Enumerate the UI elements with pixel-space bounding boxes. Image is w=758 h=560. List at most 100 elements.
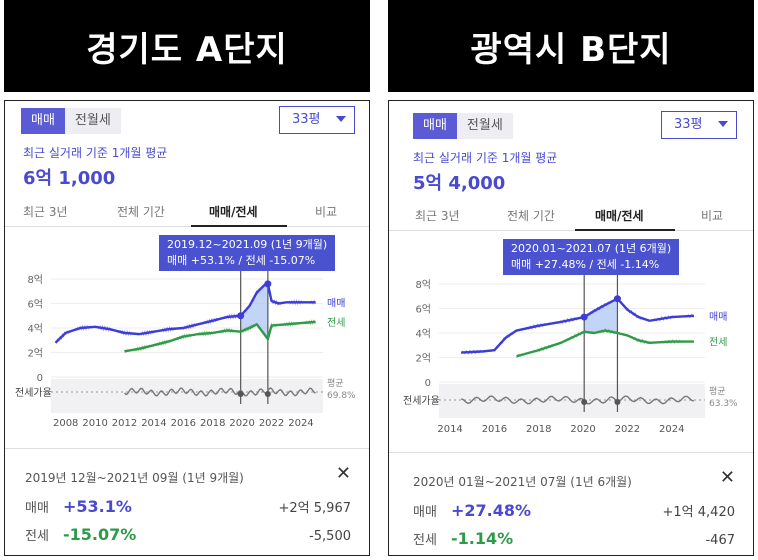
average-value: 69.8%	[327, 391, 356, 401]
sale-change-pct: +53.1%	[63, 497, 132, 516]
rent-change-pct: -1.14%	[451, 529, 514, 548]
legend-sale: 매매	[709, 311, 727, 323]
sale-change-amount: +1억 4,420	[662, 505, 735, 520]
sale-label: 매매	[25, 501, 49, 516]
rent-change-amount: -467	[705, 533, 735, 548]
ratio-point	[581, 399, 588, 405]
tab-all-period[interactable]: 전체 기간	[507, 209, 555, 223]
selection-fill	[240, 283, 268, 340]
price-subtitle: 최근 실거래 기준 1개월 평균	[23, 146, 168, 160]
legend-sale: 매매	[327, 297, 345, 309]
tab-compare[interactable]: 비교	[701, 209, 724, 223]
x-tick-label: 2024	[659, 424, 684, 435]
x-tick-label: 2016	[171, 418, 196, 429]
x-tick-label: 2022	[259, 418, 284, 429]
sale-label: 매매	[413, 505, 437, 520]
change-summary: 2020년 01월~2021년 07월 (1년 6개월) ✕ 매매 +27.48…	[389, 452, 753, 555]
period-tooltip: 2020.01~2021.07 (1년 6개월) 매매 +27.48% / 전세…	[503, 239, 680, 275]
series-sale-line-detail	[460, 297, 694, 355]
y-tick-label: 4억	[415, 328, 431, 340]
panel-left: 경기도 A단지 매매 전월세 33평 최근 실거래 기준 1개월 평균 6억 1…	[4, 0, 370, 556]
tab-sale-vs-jeonse[interactable]: 매매/전세	[595, 209, 644, 223]
chart-card: 매매 전월세 33평 최근 실거래 기준 1개월 평균 6억 1,000 최근 …	[4, 100, 370, 556]
period-tabs: 최근 3년 전체 기간 매매/전세 비교	[389, 203, 753, 231]
ratio-point	[614, 399, 621, 405]
y-tick-label: 4억	[27, 323, 43, 335]
rent-change-pct: -15.07%	[63, 525, 137, 544]
summary-rent-row: 전세 -15.07% -5,500	[25, 525, 351, 547]
panel-right: 광역시 B단지 매매 전월세 33평 최근 실거래 기준 1개월 평균 5억 4…	[388, 0, 754, 556]
average-label: 평균	[327, 378, 344, 389]
sale-point	[264, 280, 272, 288]
tab-underline	[191, 225, 287, 227]
summary-sale-row: 매매 +27.48% +1억 4,420	[413, 501, 735, 523]
sale-change-amount: +2억 5,967	[278, 501, 351, 516]
x-tick-label: 2018	[200, 418, 225, 429]
close-icon[interactable]: ✕	[335, 463, 351, 484]
tab-underline	[575, 229, 675, 231]
size-select-value: 33평	[674, 117, 703, 132]
series-rent-line	[124, 320, 316, 353]
sale-point	[613, 295, 621, 303]
ratio-line	[124, 387, 316, 397]
tooltip-period: 2019.12~2021.09 (1년 9개월)	[167, 238, 328, 251]
chart-card: 매매 전월세 33평 최근 실거래 기준 1개월 평균 5억 4,000 최근 …	[388, 100, 754, 556]
average-price: 6억 1,000	[23, 168, 116, 189]
ratio-label: 전세가율	[403, 395, 440, 407]
y-tick-label: 8억	[415, 279, 431, 291]
change-summary: 2019년 12월~2021년 09월 (1년 9개월) ✕ 매매 +53.1%…	[5, 448, 369, 555]
tab-recent-3y[interactable]: 최근 3년	[415, 209, 460, 223]
price-subtitle: 최근 실거래 기준 1개월 평균	[413, 151, 558, 165]
panel-title: 경기도 A단지	[4, 0, 370, 92]
sale-point	[580, 313, 588, 321]
x-tick-label: 2020	[229, 418, 254, 429]
average-price: 5억 4,000	[413, 173, 506, 194]
x-tick-label: 2018	[526, 424, 551, 435]
y-tick-label: 8억	[27, 274, 43, 286]
series-rent-line-detail	[516, 327, 695, 358]
x-tick-label: 2014	[437, 424, 462, 435]
y-tick-label: 2억	[27, 348, 43, 360]
caret-down-icon	[336, 116, 346, 122]
y-tick-label: 2억	[415, 353, 431, 365]
toggle-sale[interactable]: 매매	[413, 113, 457, 139]
ratio-point	[237, 391, 244, 397]
legend-rent: 전세	[709, 337, 727, 349]
x-tick-label: 2012	[112, 418, 137, 429]
toggle-sale[interactable]: 매매	[21, 108, 65, 134]
x-tick-label: 2008	[53, 418, 78, 429]
summary-period: 2019년 12월~2021년 09월 (1년 9개월)	[25, 471, 244, 485]
x-tick-label: 2014	[141, 418, 166, 429]
close-icon[interactable]: ✕	[719, 467, 735, 488]
tab-recent-3y[interactable]: 최근 3년	[23, 205, 68, 219]
sale-point	[237, 312, 245, 320]
size-select[interactable]: 33평	[661, 111, 737, 139]
tab-compare[interactable]: 비교	[315, 205, 338, 219]
ratio-band	[51, 379, 323, 413]
period-tabs: 최근 3년 전체 기간 매매/전세 비교	[5, 199, 369, 227]
size-select[interactable]: 33평	[279, 106, 355, 134]
ratio-label: 전세가율	[15, 387, 52, 399]
y-tick-label: 0	[37, 373, 43, 384]
average-label: 평균	[709, 386, 726, 397]
series-sale-line	[461, 297, 694, 354]
tooltip-change: 매매 +27.48% / 전세 -1.14%	[511, 258, 660, 271]
series-sale-line	[54, 282, 316, 344]
toggle-rent[interactable]: 전월세	[64, 108, 121, 134]
average-value: 63.3%	[709, 399, 738, 409]
toggle-rent[interactable]: 전월세	[456, 113, 513, 139]
x-tick-label: 2010	[82, 418, 107, 429]
tab-all-period[interactable]: 전체 기간	[117, 205, 165, 219]
series-rent-line-detail	[123, 319, 316, 354]
rent-label: 전세	[413, 533, 437, 548]
tab-sale-vs-jeonse[interactable]: 매매/전세	[209, 205, 258, 219]
x-tick-label: 2024	[288, 418, 313, 429]
period-tooltip: 2019.12~2021.09 (1년 9개월) 매매 +53.1% / 전세 …	[159, 235, 336, 271]
tooltip-change: 매매 +53.1% / 전세 -15.07%	[167, 254, 316, 267]
size-select-value: 33평	[292, 112, 321, 127]
caret-down-icon	[718, 121, 728, 127]
x-tick-label: 2020	[570, 424, 595, 435]
series-sale-line-detail	[55, 282, 316, 344]
